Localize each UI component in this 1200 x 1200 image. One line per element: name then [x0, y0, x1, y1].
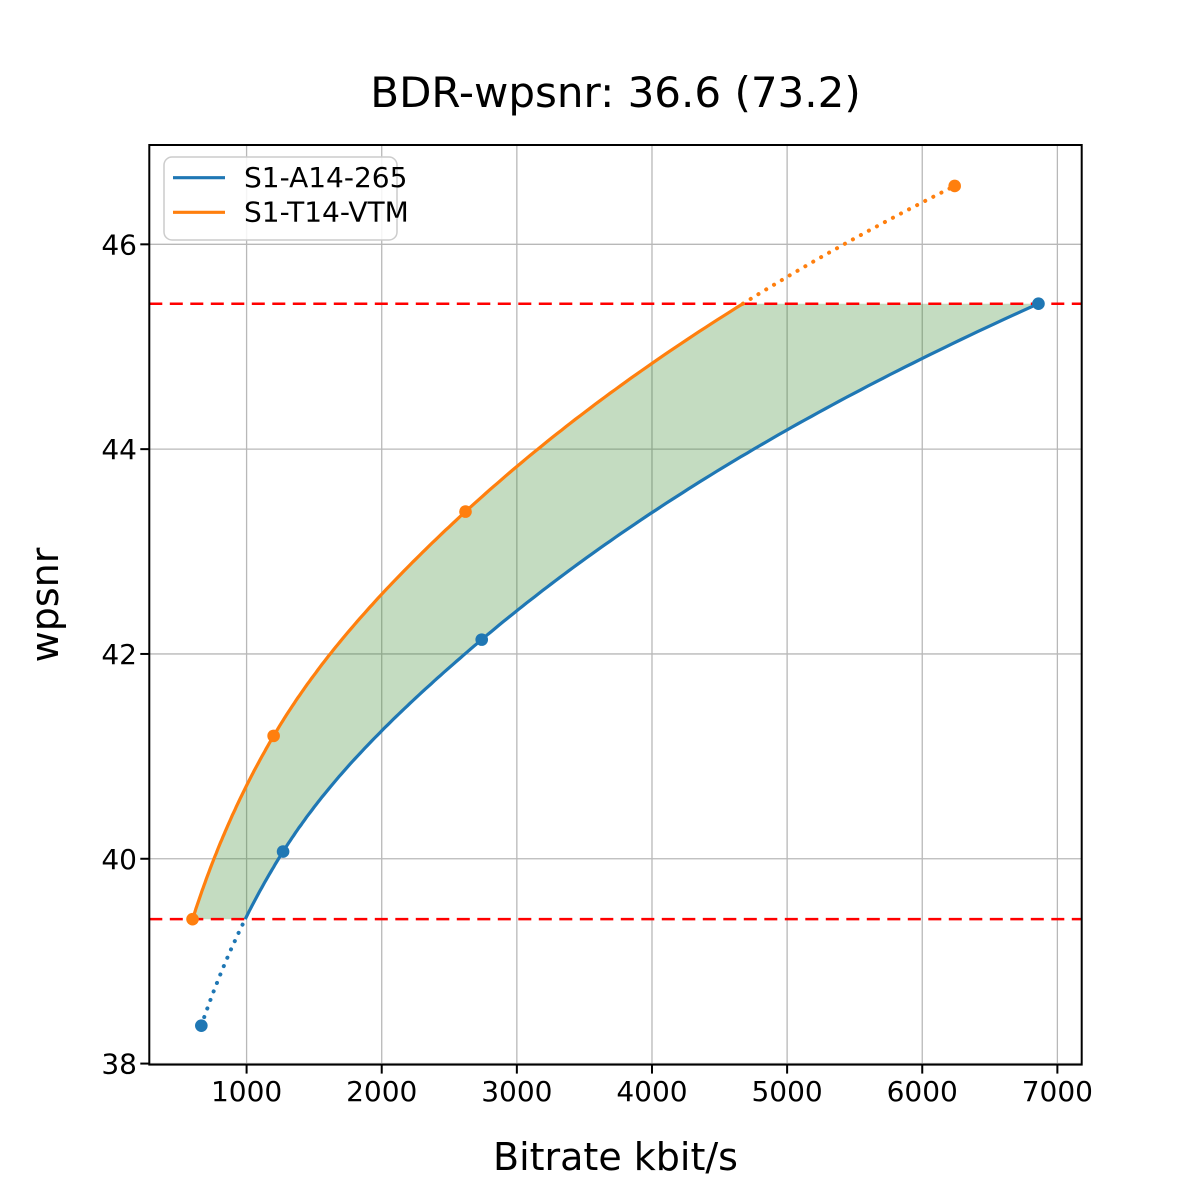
data-point-S1-T14-VTM [948, 179, 961, 193]
data-point-S1-A14-265 [1032, 297, 1045, 311]
curve-solid-S1-T14-VTM [190, 302, 744, 920]
axes-spines [148, 144, 1083, 1066]
data-point-S1-T14-VTM [459, 505, 472, 518]
legend: S1-A14-265 S1-T14-VTM [163, 156, 409, 241]
y-tick-label: 44 [101, 433, 137, 466]
legend-label-series-1: S1-T14-VTM [244, 196, 409, 229]
bd-shaded-region [192, 303, 1039, 920]
rd-curves [190, 184, 1040, 1028]
data-point-S1-A14-265 [475, 633, 489, 646]
axes-spines-and-ticks: 1000 2000 3000 4000 5000 6000 7000 38 40 42 44 46 [101, 144, 1093, 1108]
y-tick-label: 42 [101, 638, 137, 671]
grid-lines [149, 145, 1082, 1065]
x-tick-label: 1000 [211, 1075, 282, 1108]
data-point-markers [186, 179, 1045, 1032]
curve-solid-S1-A14-265 [243, 302, 1040, 920]
data-point-S1-A14-265 [276, 845, 290, 858]
curve-dotted-S1-T14-VTM [740, 184, 957, 306]
bd-region-polygon [192, 303, 1039, 920]
x-tick-label: 7000 [1022, 1075, 1093, 1108]
y-tick-label: 46 [101, 228, 137, 261]
data-point-S1-T14-VTM [186, 912, 199, 926]
x-tick-label: 3000 [481, 1075, 552, 1108]
chart-title: BDR-wpsnr: 36.6 (73.2) [370, 68, 861, 117]
legend-label-series-0: S1-A14-265 [244, 161, 407, 194]
data-point-S1-A14-265 [195, 1019, 208, 1032]
quality-bound-lines [149, 302, 1082, 921]
x-tick-label: 6000 [887, 1075, 958, 1108]
data-point-S1-T14-VTM [267, 729, 280, 743]
x-tick-label: 4000 [616, 1075, 687, 1108]
curve-dotted-S1-A14-265 [199, 917, 248, 1028]
x-tick-label: 2000 [346, 1075, 417, 1108]
y-tick-label: 40 [101, 843, 137, 876]
y-tick-label: 38 [101, 1048, 137, 1081]
x-axis-label: Bitrate kbit/s [493, 1135, 738, 1179]
y-axis-label: wpsnr [23, 547, 67, 662]
x-tick-label: 5000 [751, 1075, 822, 1108]
